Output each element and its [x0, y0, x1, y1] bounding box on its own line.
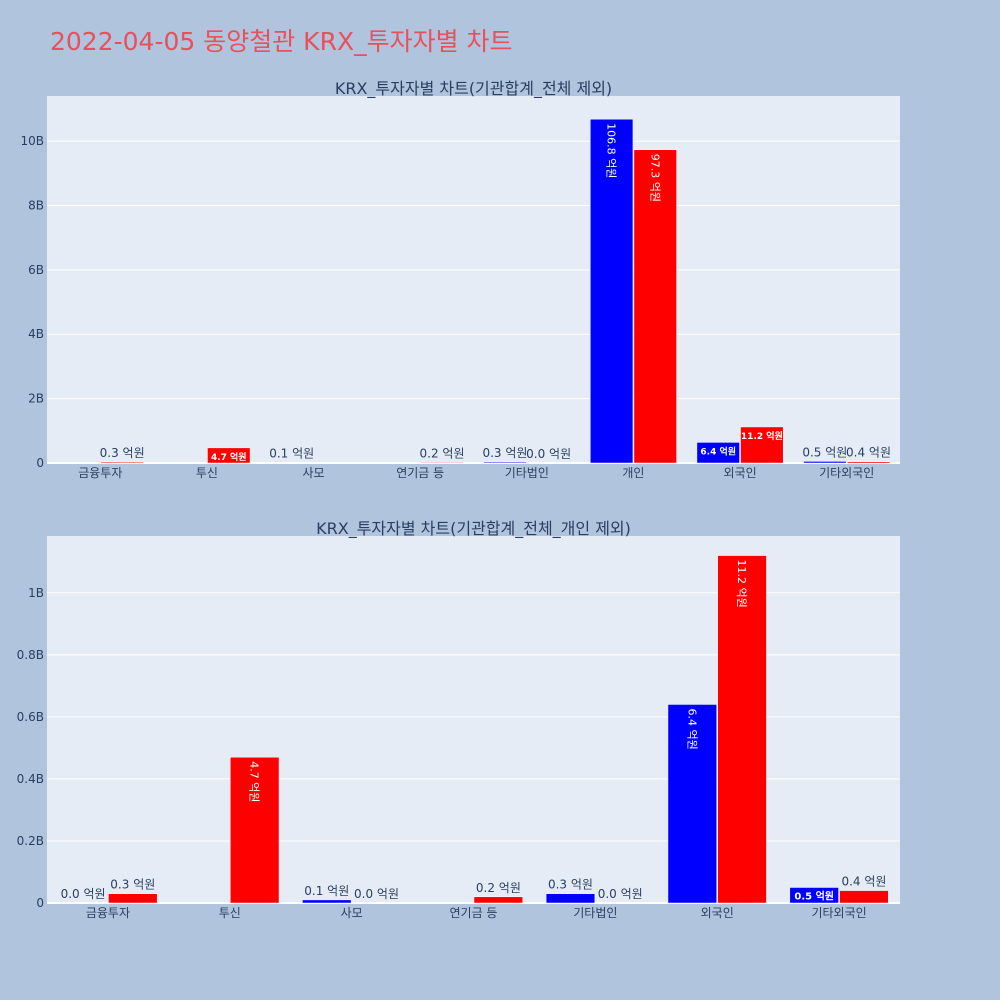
bar-sell [207, 447, 251, 464]
x-tick-label: 기타외국인 [811, 906, 866, 920]
page-title: 2022-04-05 동양철관 KRX_투자자별 차트 [50, 27, 513, 56]
x-tick-label: 개인 [622, 466, 644, 480]
bar-value-label: 0.0 억원 [526, 447, 571, 461]
bar-value-label: 0.5 억원 [794, 889, 834, 902]
bar-buy [302, 899, 352, 904]
y-tick-label: 0.4B [17, 772, 44, 786]
bar-value-label: 0.3 억원 [548, 878, 593, 892]
bar-buy [483, 461, 527, 464]
plot-area [47, 536, 900, 903]
bar-value-label: 0.3 억원 [110, 878, 155, 892]
bar-sell [846, 461, 891, 464]
y-tick-label: 0.2B [17, 834, 44, 848]
x-tick-label: 연기금 등 [396, 466, 444, 480]
bar-value-label: 4.7 억원 [211, 451, 247, 463]
x-tick-label: 연기금 등 [450, 906, 498, 920]
x-tick-label: 투신 [219, 906, 241, 920]
bar-value-label: 11.2 억원 [741, 430, 783, 442]
x-tick-label: 사모 [341, 906, 363, 920]
y-tick-label: 2B [28, 392, 44, 406]
x-tick-label: 외국인 [701, 906, 734, 920]
bar-value-label: 0.2 억원 [476, 881, 521, 895]
x-tick-label: 외국인 [724, 466, 757, 480]
chart-bottom: 0 0.2B 0.4B 0.6B 0.8B 1B KRX_투자자별 차트(기관합계_전체_개… [17, 519, 900, 920]
bar-value-label: 11.2 억원 [735, 560, 748, 608]
chart-title: KRX_투자자별 차트(기관합계_전체_개인 제외) [316, 519, 631, 539]
bar-value-label: 0.5 억원 [802, 445, 847, 459]
bar-value-label: 0.1 억원 [304, 884, 349, 898]
bar-buy [696, 442, 740, 464]
bar-value-label: 6.4 억원 [685, 708, 698, 749]
x-tick-label: 기타법인 [573, 906, 617, 920]
y-tick-label: 0 [36, 896, 44, 910]
bar-value-label: 0.0 억원 [354, 887, 399, 901]
y-tick-label: 6B [28, 263, 44, 277]
bar-value-label: 4.7 억원 [248, 761, 261, 802]
bar-buy [803, 461, 847, 464]
bar-sell [717, 555, 767, 904]
bar-sell [230, 756, 280, 904]
chart-top: 0 2B 4B 6B 8B 10B KRX_투자자별 차트(기관합계_전체 제외) 금융투자 0… [20, 79, 900, 480]
bar-value-label: 0.0 억원 [61, 887, 106, 901]
bar-buy [545, 893, 596, 904]
bar-sell [839, 890, 889, 904]
bar-value-label: 106.8 억원 [605, 123, 618, 178]
x-tick-label: 기타외국인 [819, 466, 874, 480]
bar-sell [100, 461, 144, 464]
x-tick-label: 사모 [303, 466, 325, 480]
y-tick-label: 4B [28, 327, 44, 341]
bar-value-label: 0.4 억원 [841, 875, 886, 889]
bar-value-label: 97.3 억원 [648, 154, 661, 202]
bar-value-label: 0.3 억원 [100, 446, 145, 460]
y-tick-label: 8B [28, 198, 44, 212]
x-tick-label: 금융투자 [86, 906, 130, 920]
bar-buy [590, 118, 634, 464]
bar-value-label: 0.4 억원 [846, 446, 891, 460]
y-tick-label: 0.6B [17, 710, 44, 724]
x-tick-label: 기타법인 [505, 466, 549, 480]
bar-sell [420, 462, 464, 464]
chart-title: KRX_투자자별 차트(기관합계_전체 제외) [335, 79, 612, 99]
bar-sell [633, 149, 677, 464]
bar-sell [108, 893, 158, 904]
bar-value-label: 6.4 억원 [700, 445, 736, 457]
bar-buy [789, 887, 839, 904]
y-tick-label: 0.8B [17, 648, 44, 662]
x-tick-label: 투신 [196, 466, 218, 480]
y-tick-label: 1B [28, 586, 44, 600]
plot-area [47, 96, 900, 463]
bar-value-label: 0.1 억원 [269, 447, 314, 461]
bar-sell [473, 896, 523, 904]
y-tick-label: 10B [20, 134, 44, 148]
y-tick-label: 0 [36, 456, 44, 470]
bar-value-label: 0.3 억원 [482, 446, 527, 460]
bar-value-label: 0.0 억원 [598, 887, 643, 901]
x-tick-label: 금융투자 [78, 466, 122, 480]
bar-sell [740, 426, 784, 464]
bar-buy [667, 704, 717, 904]
bar-value-label: 0.2 억원 [420, 446, 465, 460]
